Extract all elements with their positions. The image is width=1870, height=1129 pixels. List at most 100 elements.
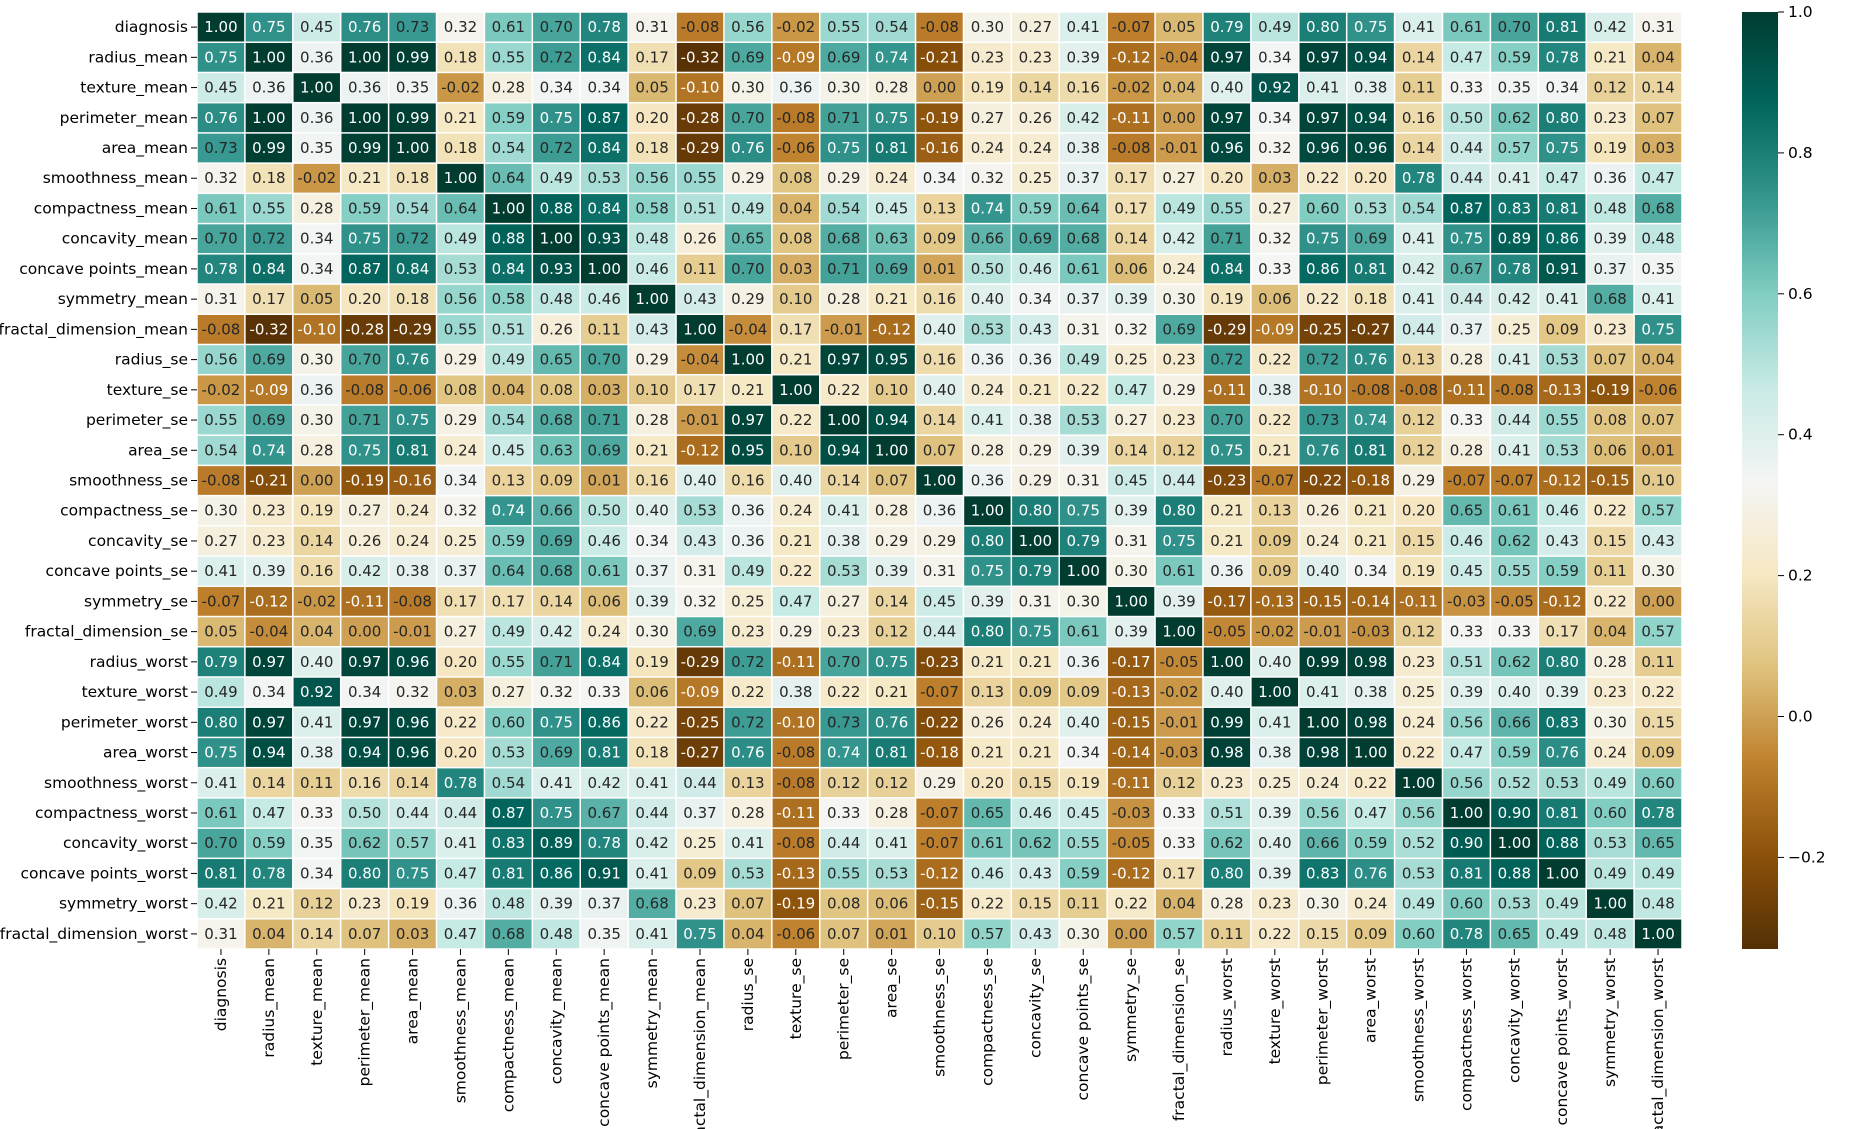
cell-value-label: 0.68 — [827, 230, 860, 248]
cell-value-label: 0.50 — [971, 260, 1004, 278]
heatmap-cell — [1251, 315, 1299, 344]
heatmap-cell — [1155, 345, 1203, 374]
cell-value-label: 0.11 — [1593, 562, 1626, 580]
cell-value-label: 0.60 — [1641, 774, 1674, 792]
cell-value-label: 0.34 — [1067, 744, 1100, 762]
heatmap-cell — [1539, 345, 1586, 374]
heatmap-cell — [1634, 133, 1682, 163]
cell-value-label: 0.78 — [444, 774, 477, 792]
cell-value-label: 0.23 — [1162, 411, 1195, 429]
heatmap-cell — [437, 12, 484, 42]
heatmap-cell — [820, 194, 867, 223]
cell-value-label: 0.88 — [1498, 864, 1531, 882]
cell-value-label: 0.95 — [875, 351, 908, 369]
cell-value-label: 0.59 — [1498, 744, 1531, 762]
y-tick-label: perimeter_worst — [61, 713, 188, 732]
heatmap-cell — [1634, 375, 1682, 405]
heatmap-cell — [1491, 42, 1538, 72]
cell-value-label: 1.00 — [204, 18, 237, 36]
cell-value-label: 0.41 — [540, 774, 573, 792]
heatmap-cell — [1012, 194, 1059, 223]
cell-value-label: 0.30 — [1641, 562, 1674, 580]
heatmap-cell — [868, 254, 915, 284]
heatmap-cell — [533, 466, 580, 495]
heatmap-cell — [916, 224, 963, 254]
heatmap-cell — [1634, 224, 1682, 254]
heatmap-cell — [293, 375, 340, 405]
cell-value-label: -0.05 — [1495, 592, 1534, 610]
cell-value-label: 0.00 — [1162, 109, 1195, 127]
heatmap-cell — [916, 435, 963, 465]
heatmap-cell — [772, 12, 819, 42]
cell-value-label: 0.23 — [1402, 653, 1435, 671]
cell-value-label: 0.36 — [300, 381, 333, 399]
heatmap-cell — [1203, 12, 1251, 42]
cell-value-label: 0.29 — [827, 169, 860, 187]
cell-value-label: 0.48 — [540, 290, 573, 308]
cell-value-label: 0.75 — [252, 18, 285, 36]
cell-value-label: 0.24 — [1402, 713, 1435, 731]
heatmap-cell — [1251, 73, 1299, 102]
heatmap-cell — [1586, 375, 1634, 405]
cell-value-label: 0.18 — [635, 744, 668, 762]
cell-value-label: 0.22 — [1354, 774, 1387, 792]
heatmap-cell — [820, 345, 867, 374]
heatmap-cell — [724, 345, 772, 374]
cell-value-label: 0.62 — [1498, 532, 1531, 550]
cell-value-label: 0.81 — [1546, 804, 1579, 822]
cell-value-label: 0.70 — [731, 109, 764, 127]
cell-value-label: 0.51 — [683, 199, 716, 217]
heatmap-cell — [533, 375, 580, 405]
cell-value-label: 0.69 — [875, 260, 908, 278]
cell-value-label: 0.70 — [1498, 18, 1531, 36]
cell-value-label: 0.55 — [1498, 562, 1531, 580]
cell-value-label: 0.22 — [1258, 411, 1291, 429]
cell-value-label: 0.03 — [444, 683, 477, 701]
cell-value-label: 0.29 — [635, 351, 668, 369]
cell-value-label: 0.38 — [396, 562, 429, 580]
heatmap-cell — [1203, 133, 1251, 163]
cell-value-label: 0.83 — [1546, 713, 1579, 731]
cell-value-label: 0.74 — [1354, 411, 1387, 429]
heatmap-cell — [1155, 103, 1203, 133]
cell-value-label: 0.22 — [1114, 895, 1147, 913]
cell-value-label: 0.44 — [923, 623, 956, 641]
heatmap-cell — [437, 284, 484, 314]
heatmap-cell — [916, 42, 963, 72]
cell-value-label: 0.81 — [1546, 199, 1579, 217]
heatmap-cell — [389, 284, 436, 314]
heatmap-cell — [1299, 12, 1346, 42]
heatmap-cell — [1395, 224, 1442, 254]
cell-value-label: 0.19 — [300, 502, 333, 520]
cell-value-label: 0.18 — [252, 169, 285, 187]
cell-value-label: 0.09 — [1258, 562, 1291, 580]
cell-value-label: 0.43 — [635, 320, 668, 338]
heatmap-cell — [820, 12, 867, 42]
cell-value-label: 0.60 — [1306, 199, 1339, 217]
heatmap-cell — [389, 12, 436, 42]
heatmap-cell — [1012, 224, 1059, 254]
heatmap-cells: 1.00 0.75 0.45 0.76 0.73 0.32 0.61 0.70 0.78 0.31… — [197, 12, 1682, 949]
cell-value-label: 0.93 — [540, 260, 573, 278]
cell-value-label: -0.11 — [776, 653, 815, 671]
heatmap-cell — [1586, 12, 1634, 42]
cell-value-label: 0.81 — [875, 744, 908, 762]
cell-value-label: 0.39 — [875, 562, 908, 580]
cell-value-label: 1.00 — [875, 441, 908, 459]
cell-value-label: 0.08 — [779, 230, 812, 248]
cell-value-label: 0.41 — [875, 834, 908, 852]
cell-value-label: 0.48 — [1593, 199, 1626, 217]
cell-value-label: 0.78 — [204, 260, 237, 278]
heatmap-cell — [916, 345, 963, 374]
cell-value-label: 0.40 — [1258, 653, 1291, 671]
cell-value-label: 0.37 — [444, 562, 477, 580]
heatmap-cell — [1347, 194, 1394, 223]
heatmap-cell — [1395, 133, 1442, 163]
heatmap-cell — [1107, 466, 1155, 495]
heatmap-cell — [1012, 435, 1059, 465]
cell-value-label: 0.01 — [875, 925, 908, 943]
cell-value-label: -0.12 — [1112, 864, 1151, 882]
cell-value-label: 0.31 — [683, 562, 716, 580]
cell-value-label: -0.15 — [1591, 472, 1630, 490]
